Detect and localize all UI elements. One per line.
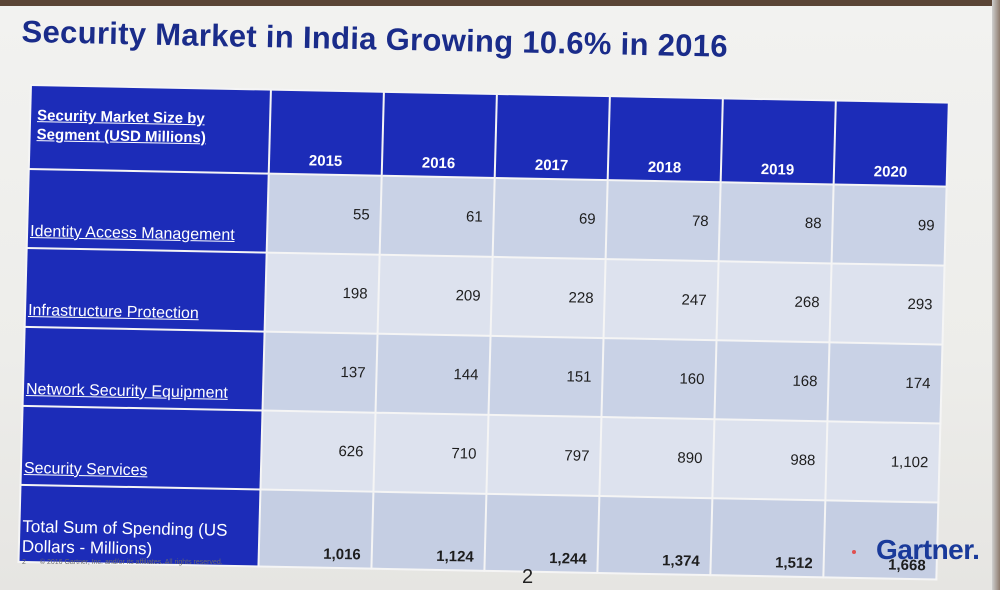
table-cell: 137 — [262, 331, 378, 413]
table-cell: 209 — [377, 254, 493, 336]
table-cell: 797 — [486, 414, 602, 497]
logo-dot: . — [972, 534, 980, 565]
year-header: 2017 — [494, 93, 610, 181]
year-header: 2020 — [833, 100, 949, 187]
table-cell: 61 — [379, 175, 495, 257]
table-cell: 890 — [599, 417, 715, 499]
table-cell: 69 — [492, 177, 608, 260]
total-cell: 1,016 — [258, 489, 374, 569]
table-cell: 99 — [831, 184, 947, 266]
table-cell: 78 — [605, 180, 721, 262]
screen-bezel-right — [992, 0, 1000, 590]
table-cell: 160 — [601, 338, 717, 420]
screen-bezel-top — [0, 0, 1000, 6]
table-cell: 710 — [373, 412, 489, 494]
logo-text: Gartner — [876, 534, 973, 565]
table-cell: 293 — [829, 263, 945, 345]
gartner-logo: Gartner. — [876, 534, 980, 566]
table-cell: 88 — [718, 182, 834, 264]
year-header: 2018 — [607, 96, 723, 183]
laser-pointer-dot — [852, 550, 856, 554]
market-size-table: Security Market Size by Segment (USD Mil… — [17, 84, 949, 581]
segment-label: Security Services — [20, 405, 263, 490]
table-cell: 168 — [714, 340, 830, 422]
table-cell: 228 — [490, 256, 606, 339]
total-label: Total Sum of Spending (US Dollars - Mill… — [18, 484, 261, 567]
market-table-wrapper: Security Market Size by Segment (USD Mil… — [17, 84, 949, 581]
slide-title: Security Market in India Growing 10.6% i… — [21, 14, 729, 64]
table-cell: 151 — [488, 335, 604, 418]
page-number: 2 — [522, 566, 534, 588]
total-cell: 1,374 — [597, 496, 713, 576]
table-cell: 247 — [603, 259, 719, 341]
table-cell: 626 — [260, 410, 376, 492]
footer-copyright-text: © 2016 Gartner, Inc. and/or its affiliat… — [39, 559, 223, 566]
footer-slide-number: 2 — [22, 559, 26, 566]
segment-label: Identity Access Management — [26, 168, 269, 253]
table-cell: 1,102 — [825, 421, 941, 503]
table-cell: 268 — [716, 261, 832, 343]
table-cell: 198 — [264, 252, 380, 334]
year-header: 2016 — [381, 91, 497, 178]
table-cell: 55 — [266, 173, 382, 255]
segment-label: Infrastructure Protection — [24, 247, 267, 332]
table-cell: 144 — [375, 333, 491, 415]
total-cell: 1,512 — [710, 498, 826, 578]
table-cell: 988 — [712, 419, 828, 501]
footer-copyright: 2 © 2016 Gartner, Inc. and/or its affili… — [22, 559, 235, 566]
table-cell: 174 — [827, 342, 943, 424]
total-cell: 1,244 — [484, 493, 600, 573]
segment-label: Network Security Equipment — [22, 326, 265, 411]
year-header: 2019 — [720, 98, 836, 185]
year-header: 2015 — [268, 89, 384, 176]
total-cell: 1,124 — [371, 491, 487, 571]
table-corner-label: Security Market Size by Segment (USD Mil… — [28, 85, 271, 174]
